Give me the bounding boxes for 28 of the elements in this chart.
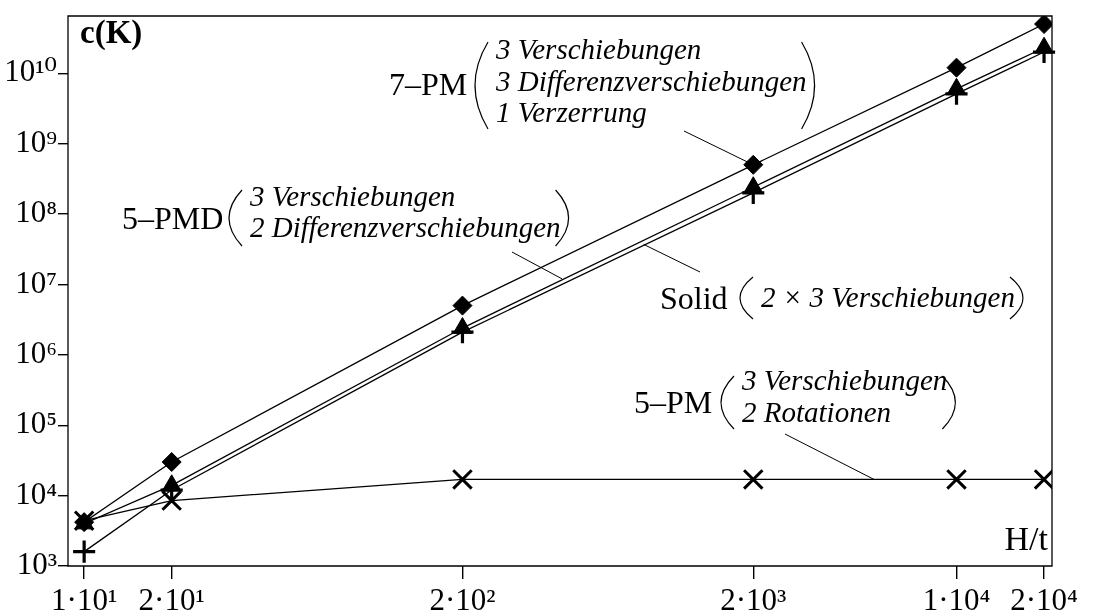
y-tick-label: 10⁴	[15, 475, 57, 511]
annotation: 1 Verzerrung	[496, 96, 647, 128]
annotation: 5–PMD	[122, 200, 224, 236]
annotation: 3 Verschiebungen	[249, 180, 456, 212]
x-tick-label: 2·10²	[429, 581, 496, 616]
x-axis-title: H/t	[1004, 520, 1049, 557]
x-tick-label: 2·10³	[720, 581, 787, 616]
annotation: 7–PM	[389, 66, 468, 102]
annotation: 2 × 3 Verschiebungen	[761, 281, 1015, 313]
y-tick-label: 10⁶	[15, 334, 57, 370]
y-tick-label: 10⁸	[15, 194, 57, 230]
y-tick-label: 10⁷	[15, 264, 57, 300]
annotation: 3 Differenzverschiebungen	[495, 64, 807, 97]
annotation: 3 Verschiebungen	[741, 364, 948, 396]
annotation: Solid	[660, 280, 728, 316]
x-tick-label: 2·10¹	[138, 581, 205, 616]
y-tick-label: 10³	[16, 546, 57, 582]
annotation: 2 Rotationen	[742, 396, 892, 428]
x-tick-label: 2·10⁴	[1010, 581, 1078, 616]
y-axis-title: c(K)	[80, 14, 143, 51]
x-tick-label: 1·10¹	[51, 581, 118, 616]
annotation: 2 Differenzverschiebungen	[250, 211, 561, 243]
x-tick-label: 1·10⁴	[922, 581, 991, 616]
y-tick-label: 10¹⁰	[4, 53, 57, 89]
y-tick-label: 10⁵	[15, 405, 57, 441]
y-tick-label: 10⁹	[15, 123, 57, 159]
annotation: 3 Verschiebungen	[495, 33, 702, 65]
annotation: 5–PM	[634, 384, 713, 420]
